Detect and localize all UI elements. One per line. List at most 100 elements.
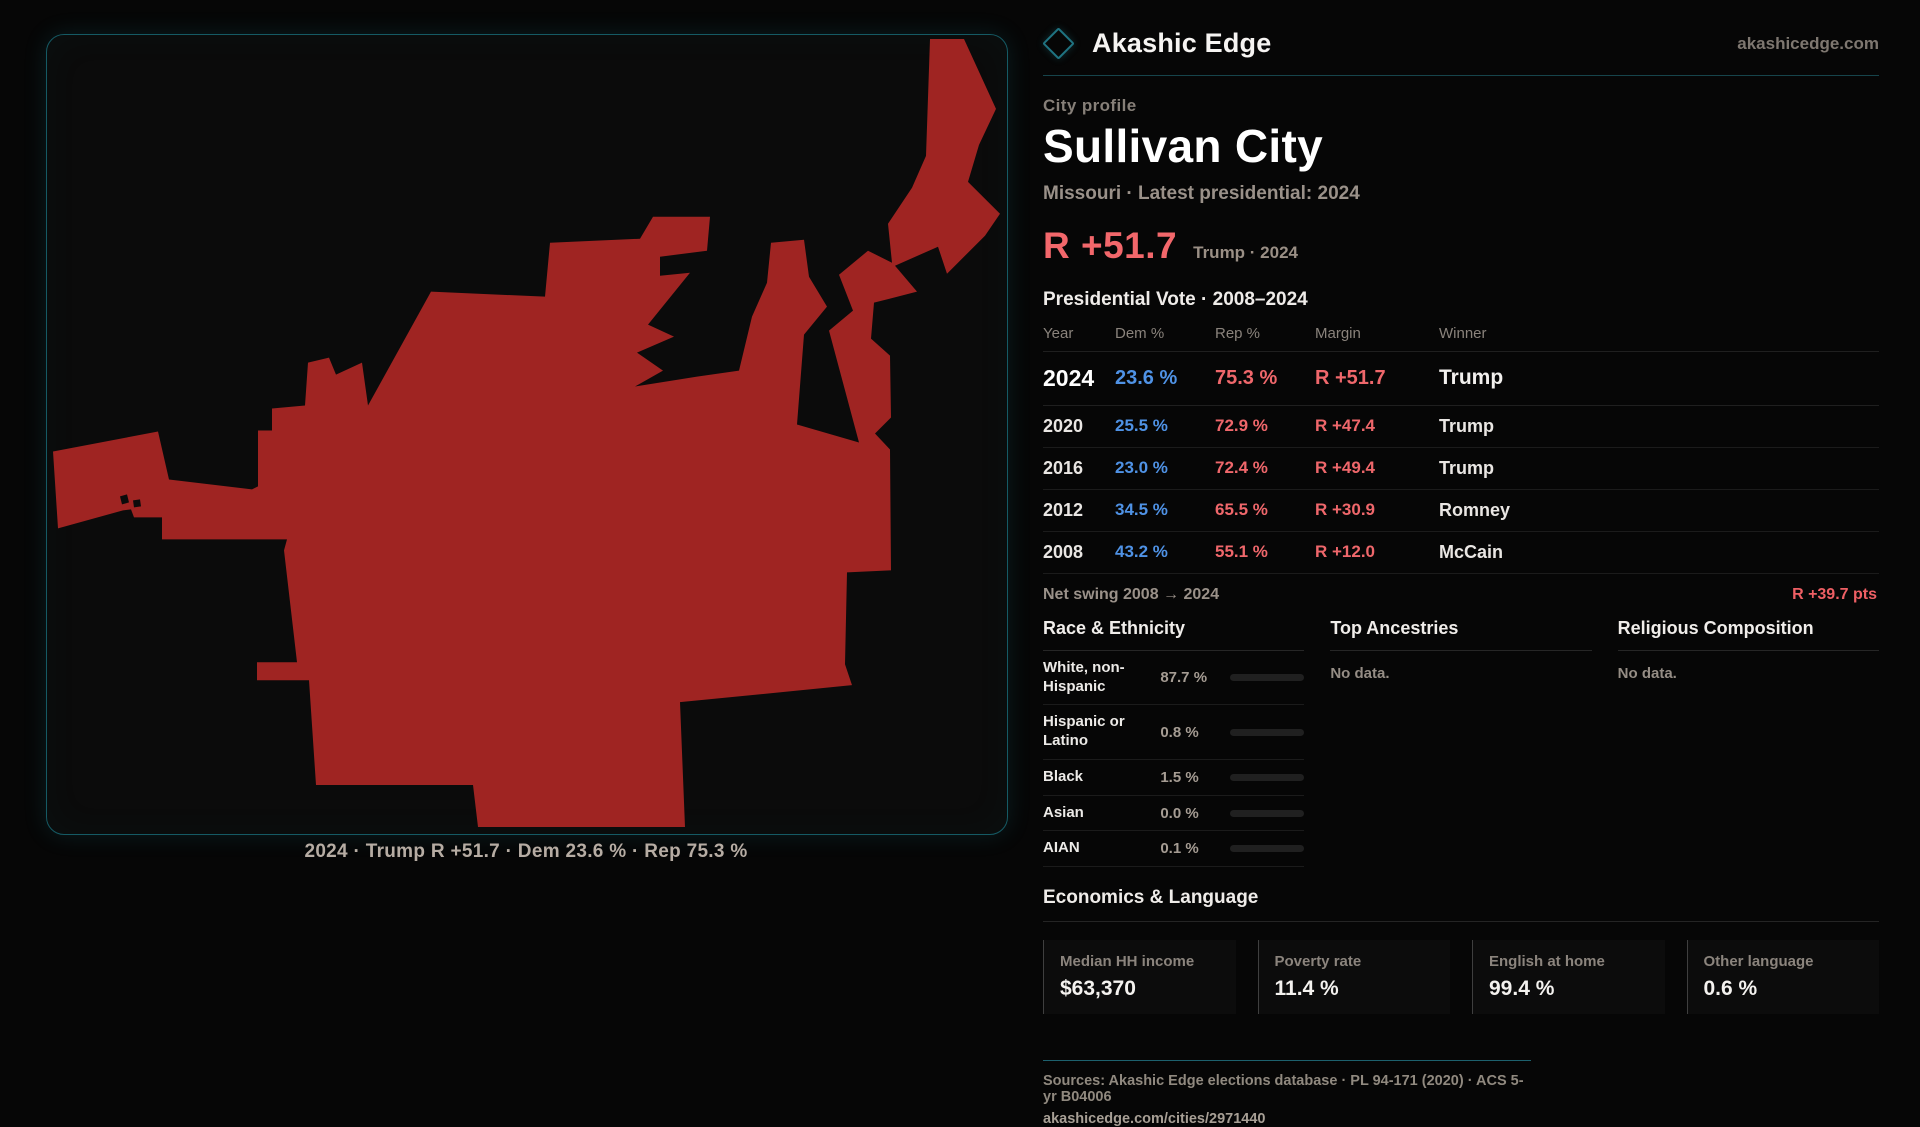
stat-card: Poverty rate 11.4 % [1257, 940, 1450, 1015]
row-year: 2016 [1043, 457, 1084, 478]
race-ethnicity-section: Race & Ethnicity White, non-Hispanic 87.… [1043, 618, 1305, 868]
col-rep: Rep % [1215, 324, 1261, 342]
col-dem: Dem % [1115, 324, 1165, 342]
stat-value: 99.4 % [1489, 977, 1555, 1001]
stat-label: Other language [1703, 953, 1814, 971]
race-bar [1230, 728, 1305, 736]
section-title: Top Ancestries [1330, 618, 1592, 651]
footer: Sources: Akashic Edge elections database… [1043, 1060, 1531, 1127]
row-margin: R +47.4 [1315, 416, 1376, 436]
race-value: 1.5 % [1160, 768, 1199, 786]
net-swing-label: Net swing 2008 → 2024 [1043, 585, 1220, 603]
list-item: White, non-Hispanic 87.7 % [1043, 651, 1305, 706]
list-item: Hispanic or Latino 0.8 % [1043, 705, 1305, 760]
race-bar [1230, 845, 1305, 853]
row-dem: 25.5 % [1115, 416, 1168, 436]
row-rep: 75.3 % [1215, 366, 1278, 389]
page-title: Sullivan City [1043, 120, 1323, 172]
race-value: 0.8 % [1160, 723, 1199, 741]
stat-label: Poverty rate [1274, 953, 1362, 971]
city-profile-panel: Akashic Edge akashicedge.com City profil… [1042, 27, 1879, 1127]
row-margin: R +49.4 [1315, 458, 1376, 478]
stat-label: English at home [1489, 953, 1605, 971]
row-winner: McCain [1439, 541, 1504, 562]
subtitle: Missouri · Latest presidential: 2024 [1043, 182, 1360, 204]
list-item: AIAN 0.1 % [1043, 831, 1305, 868]
race-label: Hispanic or Latino [1043, 713, 1125, 750]
economics-title: Economics & Language [1043, 887, 1879, 923]
row-winner: Trump [1439, 366, 1504, 390]
race-label: AIAN [1043, 839, 1080, 857]
row-winner: Trump [1439, 457, 1495, 478]
vote-table-title: Presidential Vote · 2008–2024 [1043, 288, 1308, 310]
row-dem: 43.2 % [1115, 542, 1168, 562]
table-row: 2020 25.5 % 72.9 % R +47.4 Trump [1043, 406, 1879, 448]
brand-domain-link[interactable]: akashicedge.com [1737, 33, 1879, 53]
sources-text: Sources: Akashic Edge elections database… [1043, 1073, 1524, 1106]
row-winner: Trump [1439, 415, 1495, 436]
race-bar [1230, 773, 1305, 781]
religious-composition-section: Religious Composition No data. [1617, 618, 1879, 867]
stat-value: 0.6 % [1703, 977, 1758, 1001]
col-margin: Margin [1315, 324, 1361, 342]
race-value: 0.0 % [1160, 804, 1199, 822]
row-year: 2024 [1043, 364, 1095, 391]
table-row: 2024 23.6 % 75.3 % R +51.7 Trump [1043, 352, 1879, 406]
table-row: 2016 23.0 % 72.4 % R +49.4 Trump [1043, 448, 1879, 490]
map-caption: 2024 · Trump R +51.7 · Dem 23.6 % · Rep … [304, 841, 748, 862]
top-ancestries-section: Top Ancestries No data. [1330, 618, 1592, 867]
row-year: 2020 [1043, 415, 1084, 436]
demographics-columns: Race & Ethnicity White, non-Hispanic 87.… [1043, 618, 1879, 868]
map-speck-hole [133, 499, 141, 508]
row-dem: 23.6 % [1115, 366, 1178, 389]
list-item: Asian 0.0 % [1043, 796, 1305, 832]
row-rep: 55.1 % [1215, 542, 1268, 562]
row-rep: 65.5 % [1215, 500, 1268, 520]
brand-name: Akashic Edge [1092, 28, 1272, 58]
city-shape [53, 38, 1000, 828]
net-swing-row: Net swing 2008 → 2024 R +39.7 pts [1043, 574, 1879, 614]
economics-cards: Median HH income $63,370 Poverty rate 11… [1043, 940, 1879, 1015]
stat-card: Median HH income $63,370 [1043, 940, 1236, 1015]
row-winner: Romney [1439, 499, 1511, 520]
col-winner: Winner [1439, 324, 1487, 342]
row-margin: R +30.9 [1315, 500, 1376, 520]
headline-margin: R +51.7 [1043, 224, 1178, 266]
no-data-text: No data. [1617, 664, 1677, 682]
vote-table-header: Year Dem % Rep % Margin Winner [1043, 325, 1879, 352]
row-year: 2012 [1043, 499, 1084, 520]
table-row: 2008 43.2 % 55.1 % R +12.0 McCain [1043, 532, 1879, 574]
headline-context: Trump · 2024 [1193, 242, 1298, 262]
table-row: 2012 34.5 % 65.5 % R +30.9 Romney [1043, 490, 1879, 532]
net-swing-value: R +39.7 pts [1792, 585, 1877, 603]
diamond-logo-icon [1042, 27, 1075, 60]
row-margin: R +12.0 [1315, 542, 1376, 562]
row-rep: 72.9 % [1215, 416, 1268, 436]
race-bar [1230, 674, 1305, 682]
list-item: Black 1.5 % [1043, 760, 1305, 796]
stat-card: English at home 99.4 % [1472, 940, 1665, 1015]
city-map-panel [46, 34, 1008, 835]
race-label: Black [1043, 767, 1084, 785]
row-dem: 34.5 % [1115, 500, 1168, 520]
headline-margin-row: R +51.7 Trump · 2024 [1043, 225, 1879, 267]
race-value: 0.1 % [1160, 840, 1199, 858]
kicker: City profile [1043, 96, 1137, 115]
race-label: Asian [1043, 803, 1084, 821]
map-speck-hole [120, 494, 129, 505]
stat-card: Other language 0.6 % [1686, 940, 1879, 1015]
row-margin: R +51.7 [1315, 366, 1386, 389]
permalink[interactable]: akashicedge.com/cities/2971440 [1043, 1111, 1266, 1127]
stat-value: 11.4 % [1274, 977, 1339, 1001]
race-label: White, non-Hispanic [1043, 658, 1125, 695]
stat-value: $63,370 [1060, 977, 1136, 1001]
race-bar [1230, 809, 1305, 817]
row-year: 2008 [1043, 541, 1084, 562]
section-title: Religious Composition [1617, 618, 1879, 651]
no-data-text: No data. [1330, 664, 1390, 682]
stat-label: Median HH income [1060, 953, 1195, 971]
col-year: Year [1043, 324, 1074, 342]
race-value: 87.7 % [1160, 669, 1208, 687]
vote-table: Year Dem % Rep % Margin Winner 2024 23.6… [1043, 325, 1879, 574]
city-boundary-map [53, 38, 1000, 828]
